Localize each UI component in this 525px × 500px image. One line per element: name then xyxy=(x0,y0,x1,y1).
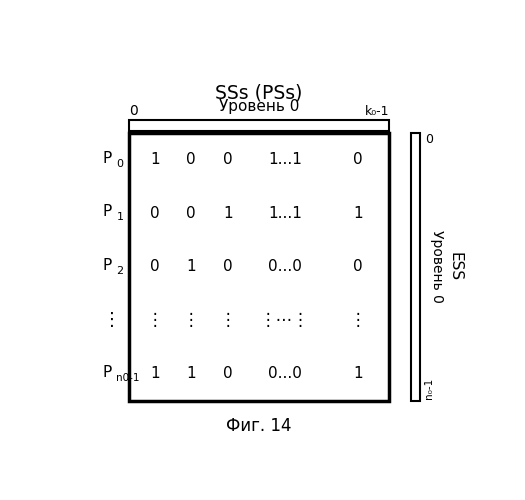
Text: 1: 1 xyxy=(150,152,160,168)
Text: Фиг. 14: Фиг. 14 xyxy=(226,417,292,434)
Text: 0: 0 xyxy=(223,366,233,382)
Text: 1: 1 xyxy=(186,366,196,382)
Text: Уровень 0: Уровень 0 xyxy=(429,230,444,304)
Text: SSs (PSs): SSs (PSs) xyxy=(215,84,302,103)
Text: 0: 0 xyxy=(186,152,196,168)
Text: 1: 1 xyxy=(150,366,160,382)
Text: ⋮: ⋮ xyxy=(219,312,236,330)
Text: n0-1: n0-1 xyxy=(117,373,140,383)
Text: 0: 0 xyxy=(223,260,233,274)
Text: P: P xyxy=(103,365,112,380)
Text: ⋮: ⋮ xyxy=(183,312,200,330)
Text: ⋮: ⋮ xyxy=(146,312,163,330)
Text: ESS: ESS xyxy=(447,252,463,282)
Text: Уровень 0: Уровень 0 xyxy=(219,98,299,114)
Bar xyxy=(412,133,421,400)
Text: 1...1: 1...1 xyxy=(268,152,302,168)
Text: 0: 0 xyxy=(150,206,160,221)
Text: 0: 0 xyxy=(186,206,196,221)
Bar xyxy=(129,120,389,131)
Text: 1: 1 xyxy=(186,260,196,274)
Text: 1: 1 xyxy=(223,206,233,221)
Text: P: P xyxy=(103,204,112,220)
Text: ⋮⋯⋮: ⋮⋯⋮ xyxy=(260,312,310,330)
Text: 0: 0 xyxy=(117,159,123,169)
Text: 1: 1 xyxy=(117,212,123,222)
Text: 0: 0 xyxy=(223,152,233,168)
Text: n₀-1: n₀-1 xyxy=(424,378,434,399)
Text: ⋮: ⋮ xyxy=(350,312,366,330)
Text: 0: 0 xyxy=(129,104,138,118)
Text: P: P xyxy=(103,258,112,273)
Text: 2: 2 xyxy=(117,266,123,276)
Text: 1...1: 1...1 xyxy=(268,206,302,221)
Text: ⋮: ⋮ xyxy=(103,312,121,330)
Text: 1: 1 xyxy=(353,366,363,382)
Text: k₀-1: k₀-1 xyxy=(364,104,389,118)
Text: 0: 0 xyxy=(353,152,363,168)
Bar xyxy=(129,133,389,400)
Text: 1: 1 xyxy=(353,206,363,221)
Text: 0: 0 xyxy=(353,260,363,274)
Text: 0: 0 xyxy=(150,260,160,274)
Text: 0: 0 xyxy=(425,133,433,146)
Text: 0...0: 0...0 xyxy=(268,260,302,274)
Text: 0...0: 0...0 xyxy=(268,366,302,382)
Text: P: P xyxy=(103,151,112,166)
